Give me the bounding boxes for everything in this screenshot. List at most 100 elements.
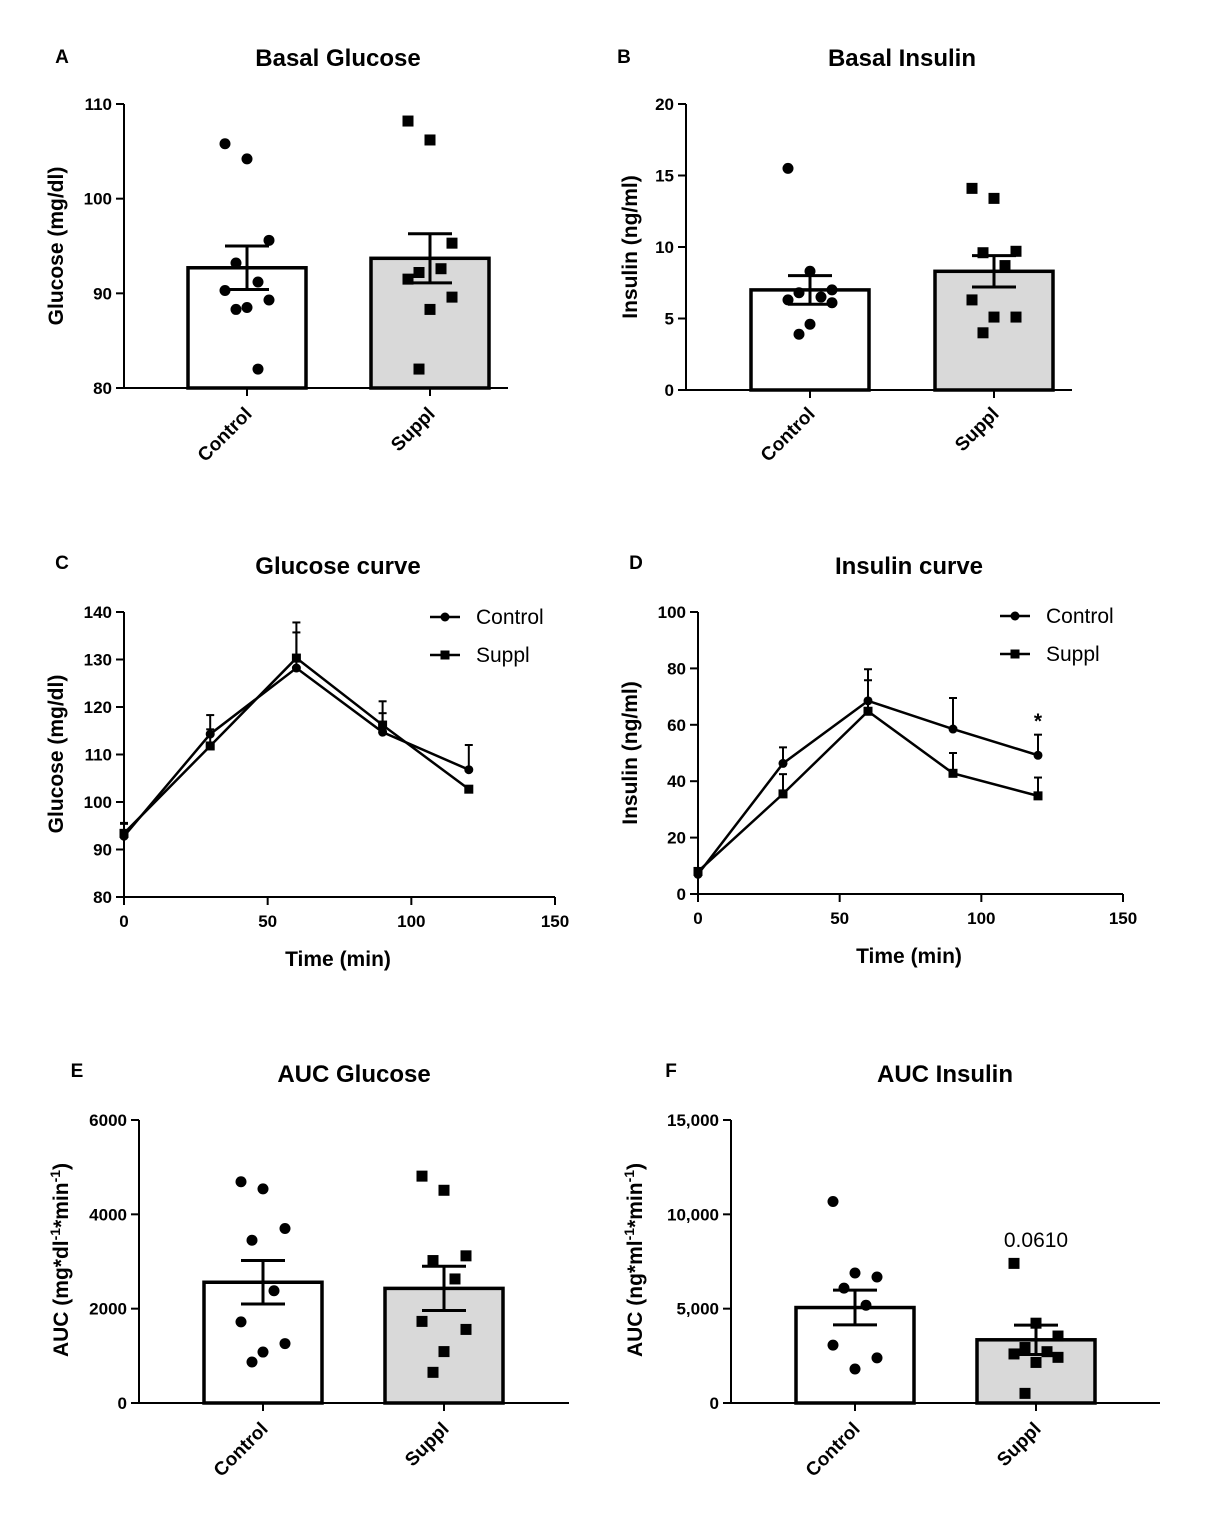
data-point-suppl — [1010, 311, 1022, 323]
legend-label-control: Control — [1046, 605, 1114, 628]
y-tick-label: 15,000 — [667, 1111, 719, 1130]
y-tick-label: 5 — [665, 310, 674, 329]
data-point-suppl — [1052, 1351, 1064, 1363]
data-point-control — [219, 138, 231, 150]
panel-letter-B: B — [617, 47, 631, 68]
data-point-control — [279, 1338, 291, 1350]
data-point-control — [246, 1234, 258, 1246]
data-point-suppl — [1052, 1330, 1064, 1342]
y-tick-label: 0 — [710, 1394, 719, 1413]
y-tick-label: 0 — [677, 885, 686, 904]
data-point-control — [252, 276, 264, 288]
data-point-suppl — [966, 294, 978, 306]
y-axis-label: AUC (ng*ml-1*min-1) — [621, 1163, 647, 1357]
data-point-suppl — [1041, 1346, 1053, 1358]
data-point-control — [804, 318, 816, 330]
legend-marker-control — [1010, 611, 1020, 621]
y-tick-label: 80 — [667, 659, 686, 678]
y-axis-label: Glucose (mg/dl) — [45, 167, 68, 326]
data-point-control — [230, 257, 242, 269]
data-point-suppl — [424, 303, 436, 315]
data-point-suppl — [424, 134, 436, 146]
data-point-suppl — [119, 828, 129, 838]
x-tick-label: 100 — [397, 912, 425, 931]
data-point-suppl — [446, 291, 458, 303]
legend-label-control: Control — [476, 606, 544, 629]
y-tick-label: 15 — [655, 167, 674, 186]
y-tick-label: 0 — [665, 381, 674, 400]
data-point-suppl — [416, 1170, 428, 1182]
x-tick-label: 50 — [258, 912, 277, 931]
y-axis-label-part: -1 — [47, 1228, 63, 1241]
data-point-control — [815, 291, 827, 303]
data-point-control — [230, 303, 242, 315]
p-value-annotation: 0.0610 — [1004, 1229, 1068, 1252]
data-point-control — [827, 1339, 839, 1351]
data-point-suppl — [1019, 1387, 1031, 1399]
data-point-suppl — [1030, 1317, 1042, 1329]
data-point-suppl — [402, 115, 414, 127]
y-axis-label: Insulin (ng/ml) — [619, 175, 642, 318]
data-point-suppl — [427, 1366, 439, 1378]
x-axis-label: Time (min) — [285, 948, 391, 971]
panel-letter-D: D — [629, 553, 643, 574]
data-point-control — [378, 727, 388, 737]
legend-label-suppl: Suppl — [476, 644, 530, 667]
data-point-control — [827, 1196, 839, 1208]
legend-label-suppl: Suppl — [1046, 643, 1100, 666]
y-tick-label: 40 — [667, 772, 686, 791]
data-point-suppl — [1010, 245, 1022, 257]
data-point-suppl — [438, 1184, 450, 1196]
x-category-label: Control — [194, 404, 257, 467]
data-point-control — [263, 294, 275, 306]
y-tick-label: 0 — [118, 1394, 127, 1413]
chart-title: Insulin curve — [835, 553, 983, 580]
y-axis-label-part: AUC (mg*dl — [50, 1240, 73, 1357]
y-tick-label: 100 — [84, 793, 112, 812]
data-point-suppl — [948, 768, 958, 778]
x-category-label: Suppl — [993, 1419, 1045, 1471]
y-tick-label: 110 — [85, 746, 112, 765]
chart-title: Glucose curve — [255, 553, 420, 580]
x-tick-label: 100 — [967, 909, 995, 928]
data-point-control — [782, 294, 794, 306]
legend-marker-suppl — [1010, 649, 1020, 659]
y-tick-label: 10,000 — [667, 1205, 719, 1224]
data-point-suppl — [1019, 1342, 1031, 1354]
x-axis-label: Time (min) — [856, 945, 962, 968]
data-point-suppl — [863, 706, 873, 716]
data-point-suppl — [460, 1250, 472, 1262]
data-point-suppl — [446, 237, 458, 249]
data-point-control — [219, 284, 231, 296]
data-point-control — [849, 1267, 861, 1279]
chart-title: Basal Glucose — [255, 45, 420, 72]
y-axis-label-part: *min — [624, 1182, 647, 1228]
data-point-suppl — [413, 267, 425, 279]
y-axis-label-part: AUC (ng*ml — [624, 1240, 647, 1357]
data-point-suppl — [977, 327, 989, 339]
y-axis-label: Glucose (mg/dl) — [45, 675, 68, 834]
data-point-control — [849, 1363, 861, 1375]
data-point-suppl — [1033, 791, 1043, 801]
y-tick-label: 10 — [655, 238, 674, 257]
data-point-control — [252, 363, 264, 375]
x-tick-label: 50 — [830, 909, 849, 928]
y-axis-label-part: ) — [50, 1163, 73, 1170]
y-tick-label: 5,000 — [676, 1300, 719, 1319]
data-point-control — [464, 765, 474, 775]
data-point-suppl — [291, 653, 301, 663]
series-line-suppl — [697, 709, 1039, 873]
data-point-suppl — [977, 247, 989, 259]
data-point-control — [826, 297, 838, 309]
data-point-suppl — [778, 789, 788, 799]
y-axis-label-part: -1 — [621, 1228, 637, 1241]
data-point-control — [871, 1352, 883, 1364]
y-axis-label-part: *min — [50, 1182, 73, 1228]
x-tick-label: 150 — [541, 912, 569, 931]
bar-suppl — [933, 269, 1055, 392]
data-point-suppl — [427, 1255, 439, 1267]
y-tick-label: 120 — [84, 698, 112, 717]
data-point-suppl — [438, 1346, 450, 1358]
y-axis-label-part: ) — [624, 1163, 647, 1170]
